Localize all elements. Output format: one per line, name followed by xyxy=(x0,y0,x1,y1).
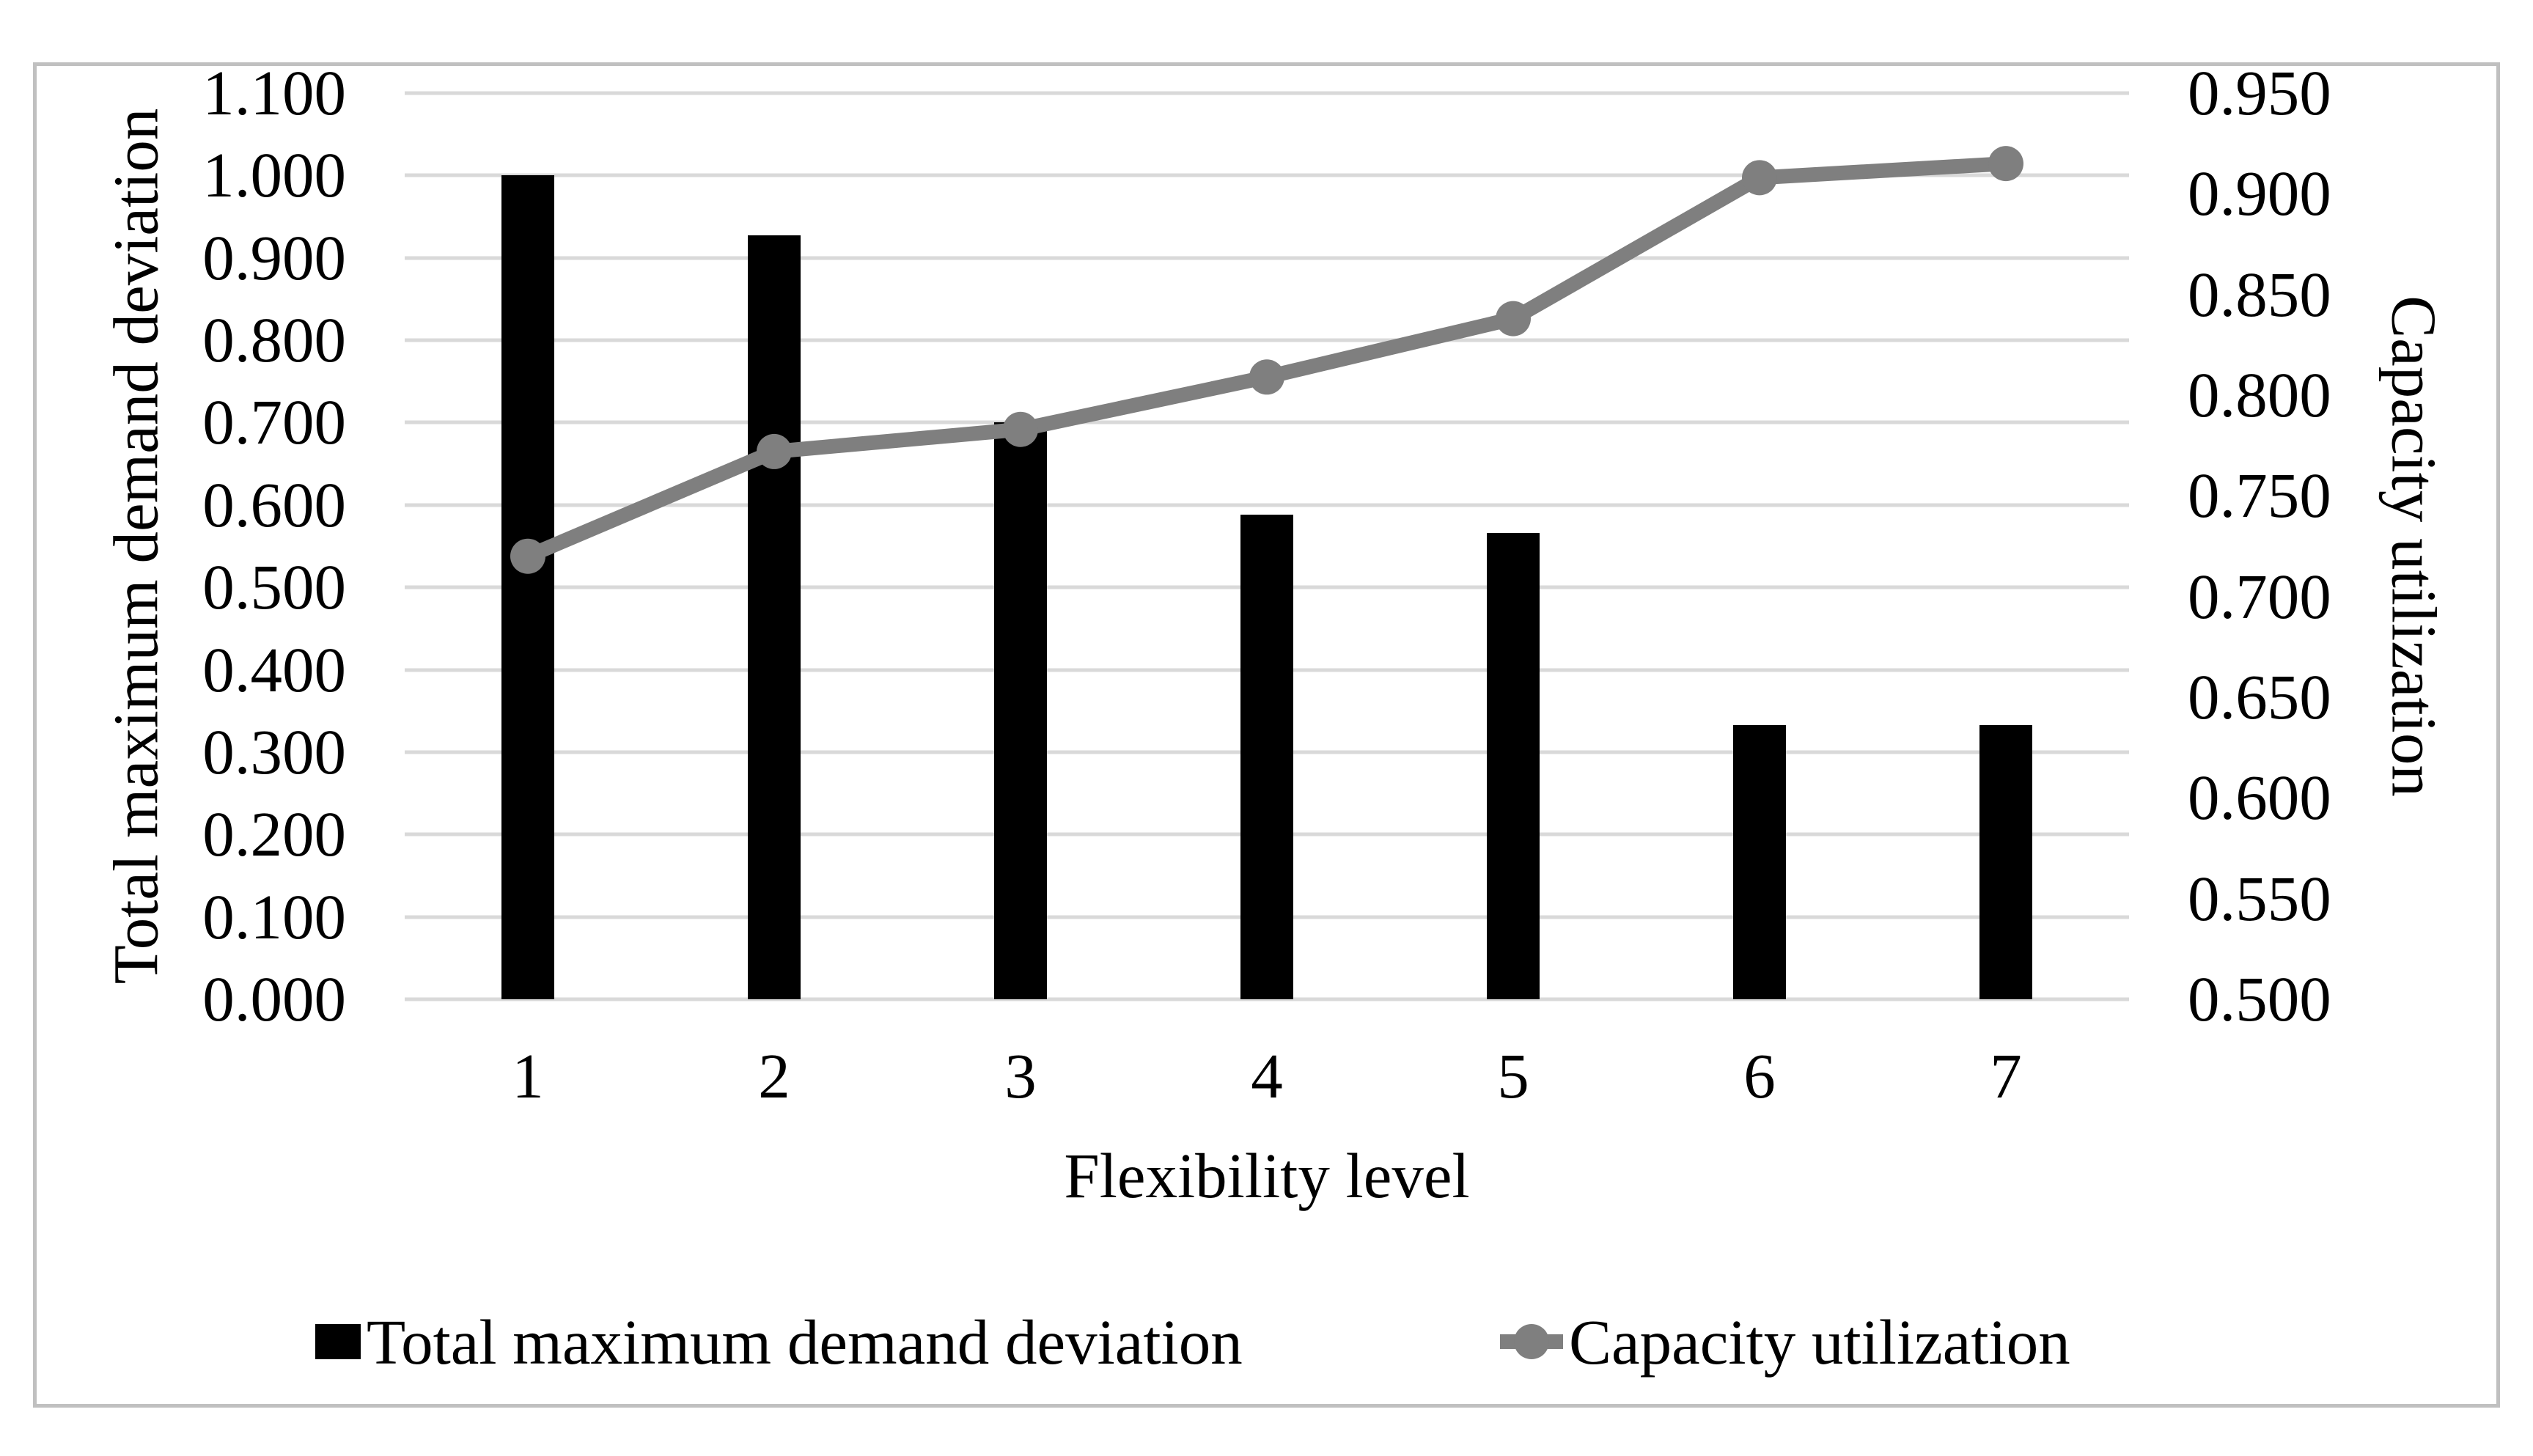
left-axis-tick-label: 0.500 xyxy=(202,551,346,623)
left-axis-tick-label: 0.100 xyxy=(202,880,346,952)
legend-label: Total maximum demand deviation xyxy=(367,1306,1243,1378)
gridline xyxy=(405,338,2129,342)
x-axis-title: Flexibility level xyxy=(1064,1140,1470,1211)
x-axis-tick-label: 5 xyxy=(1497,1040,1529,1111)
left-axis-tick-label: 0.000 xyxy=(202,963,346,1034)
x-axis-tick-label: 3 xyxy=(1004,1040,1037,1111)
gridline xyxy=(405,173,2129,177)
right-axis-title: Capacity utilization xyxy=(2378,295,2450,797)
right-axis-tick-label: 0.750 xyxy=(2188,460,2331,532)
left-axis-title: Total maximum demand deviation xyxy=(100,108,172,985)
plot-area xyxy=(405,91,2129,1001)
left-axis-tick-label: 0.600 xyxy=(202,468,346,540)
bar-4 xyxy=(1240,515,1293,999)
left-axis-tick-label: 0.700 xyxy=(202,386,346,458)
gridline xyxy=(405,256,2129,260)
line-marker-1 xyxy=(510,538,545,574)
gridline xyxy=(405,997,2129,1001)
bar-5 xyxy=(1487,533,1540,999)
left-axis-tick-label: 0.200 xyxy=(202,798,346,870)
gridline xyxy=(405,91,2129,95)
right-axis-tick-label: 0.550 xyxy=(2188,862,2331,934)
legend-label: Capacity utilization xyxy=(1569,1306,2070,1378)
line-series-swatch-icon xyxy=(1500,1324,1563,1359)
line-marker-3 xyxy=(1003,411,1038,447)
left-axis-tick-label: 0.300 xyxy=(202,716,346,787)
left-axis-tick-label: 0.400 xyxy=(202,633,346,705)
left-axis-tick-label: 1.000 xyxy=(202,139,346,211)
line-marker-2 xyxy=(757,433,792,469)
right-axis-tick-label: 0.600 xyxy=(2188,762,2331,834)
x-axis-tick-label: 2 xyxy=(758,1040,790,1111)
bar-3 xyxy=(994,422,1047,999)
right-axis-tick-label: 0.650 xyxy=(2188,661,2331,732)
bar-1 xyxy=(501,175,554,999)
line-marker-7 xyxy=(1988,146,2023,182)
right-axis-tick-label: 0.500 xyxy=(2188,963,2331,1034)
left-axis-tick-label: 0.900 xyxy=(202,221,346,293)
x-axis-tick-label: 6 xyxy=(1743,1040,1776,1111)
right-axis-tick-label: 0.700 xyxy=(2188,560,2331,632)
line-marker-6 xyxy=(1742,160,1777,196)
x-axis-tick-label: 7 xyxy=(1990,1040,2022,1111)
line-marker-4 xyxy=(1249,359,1284,395)
legend-item-bar-series: Total maximum demand deviation xyxy=(315,1306,1243,1377)
x-axis-tick-label: 1 xyxy=(512,1040,544,1111)
bar-2 xyxy=(748,235,801,999)
left-axis-tick-label: 0.800 xyxy=(202,304,346,376)
x-axis-tick-label: 4 xyxy=(1251,1040,1283,1111)
gridline xyxy=(405,420,2129,424)
right-axis-tick-label: 0.900 xyxy=(2188,158,2331,229)
right-axis-tick-label: 0.800 xyxy=(2188,359,2331,430)
right-axis-tick-label: 0.850 xyxy=(2188,258,2331,330)
left-axis-tick-label: 1.100 xyxy=(202,57,346,128)
legend-item-line-series: Capacity utilization xyxy=(1500,1306,2070,1377)
bar-series-swatch-icon xyxy=(315,1324,361,1359)
line-marker-5 xyxy=(1496,301,1531,337)
bar-7 xyxy=(1979,724,2032,999)
gridline xyxy=(405,503,2129,507)
right-axis-tick-label: 0.950 xyxy=(2188,57,2331,128)
bar-6 xyxy=(1733,724,1786,999)
capacity-utilization-line-layer xyxy=(510,146,2023,574)
